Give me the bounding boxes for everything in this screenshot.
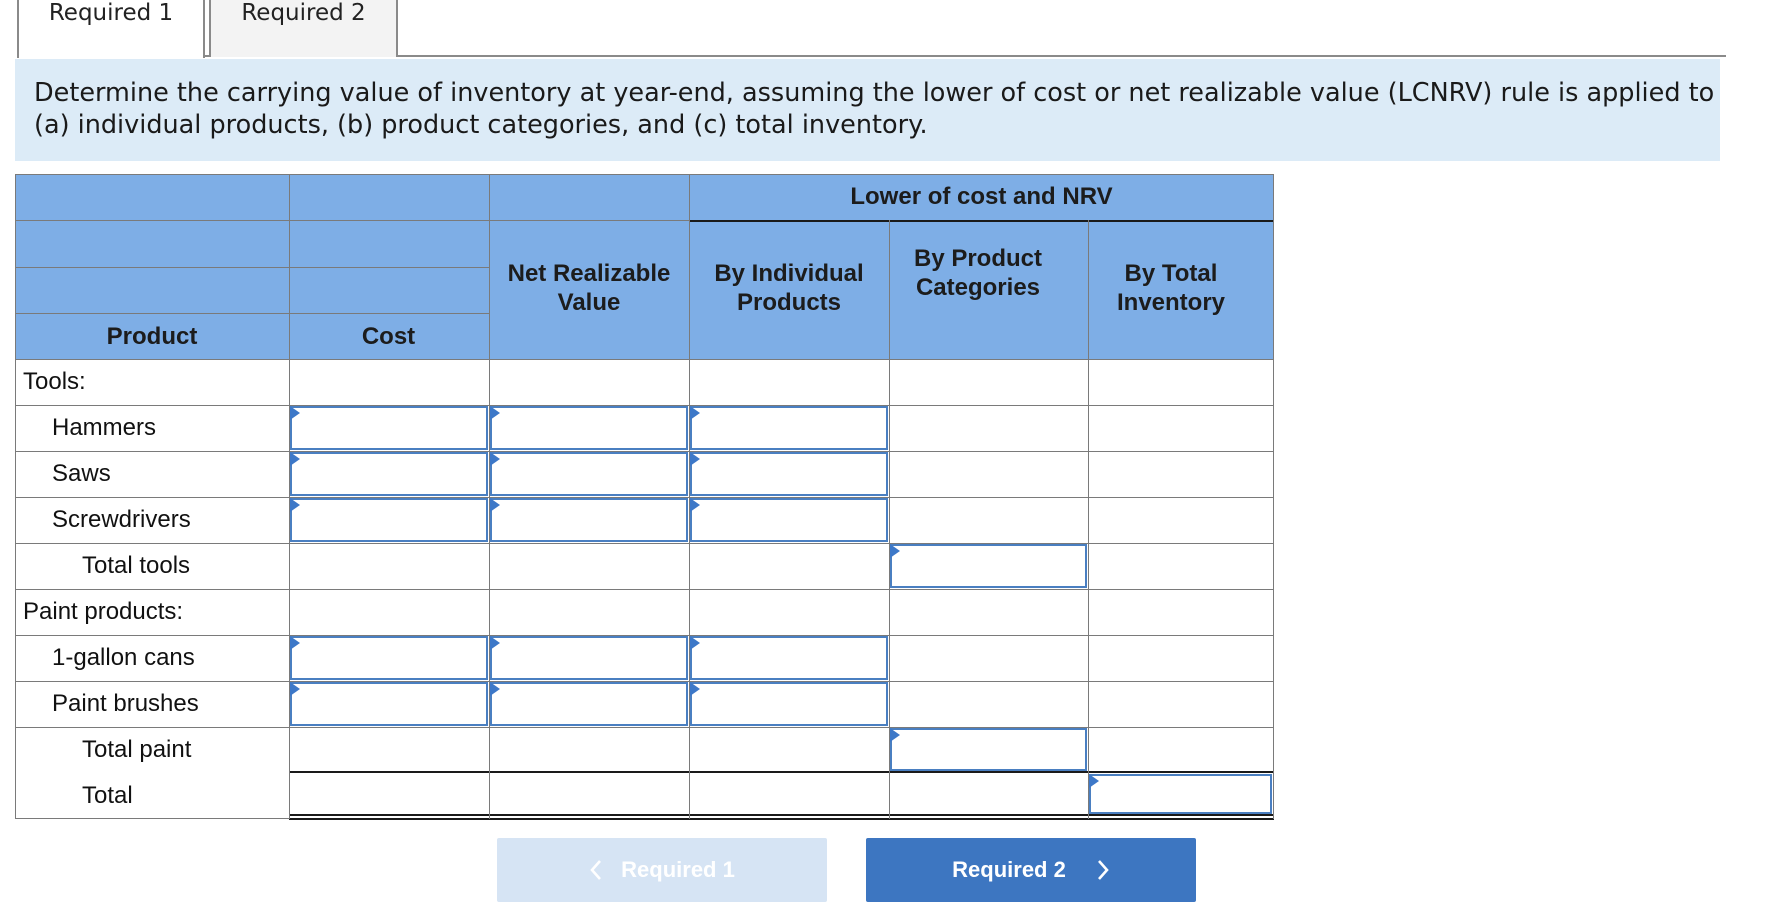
header-cost: Cost bbox=[361, 323, 416, 350]
prev-button-label: Required 1 bbox=[621, 857, 735, 882]
row-label-hammers: Hammers bbox=[52, 414, 157, 441]
tab-required-1[interactable]: Required 1 bbox=[17, 0, 205, 58]
grid-line bbox=[15, 727, 1274, 728]
grid-line bbox=[15, 359, 1274, 360]
row-label-saws: Saws bbox=[52, 460, 111, 487]
gallon-cans-cost-input[interactable] bbox=[290, 636, 488, 680]
tab-required-1-label: Required 1 bbox=[48, 0, 174, 26]
tab-bar-divider bbox=[17, 55, 1726, 57]
paint-brushes-nrv-input[interactable] bbox=[490, 682, 688, 726]
tab-bar: Required 1 Required 2 bbox=[17, 0, 1726, 58]
tab-required-2[interactable]: Required 2 bbox=[209, 0, 398, 57]
grid-line bbox=[15, 818, 289, 819]
header-by-product-categories: By Product Categories bbox=[913, 245, 1042, 301]
grid-line bbox=[489, 174, 490, 819]
inventory-table: Lower of cost and NRV Product Cost Net R… bbox=[15, 174, 1274, 820]
hammers-nrv-input[interactable] bbox=[490, 406, 688, 450]
table-header bbox=[15, 174, 1274, 359]
grid-line bbox=[689, 174, 690, 819]
total-inventory-input[interactable] bbox=[1089, 774, 1272, 814]
saws-cost-input[interactable] bbox=[290, 452, 488, 496]
gallon-cans-nrv-input[interactable] bbox=[490, 636, 688, 680]
row-label-paint-brushes: Paint brushes bbox=[52, 690, 199, 717]
header-lower-of-cost-nrv: Lower of cost and NRV bbox=[850, 183, 1113, 210]
grid-line bbox=[15, 497, 1274, 498]
grid-line bbox=[1273, 174, 1274, 819]
grid-line bbox=[15, 635, 1274, 636]
chevron-right-icon bbox=[1096, 859, 1110, 881]
total-paint-categories-input[interactable] bbox=[890, 728, 1087, 771]
grid-line bbox=[15, 589, 1274, 590]
next-required-2-button[interactable]: Required 2 bbox=[866, 838, 1196, 902]
screwdrivers-nrv-input[interactable] bbox=[490, 498, 688, 542]
row-label-screwdrivers: Screwdrivers bbox=[52, 506, 191, 533]
row-label-paint-products: Paint products: bbox=[23, 598, 184, 625]
saws-nrv-input[interactable] bbox=[490, 452, 688, 496]
hammers-cost-input[interactable] bbox=[290, 406, 488, 450]
grid-line bbox=[1088, 220, 1089, 819]
chevron-left-icon bbox=[589, 859, 603, 881]
grid-line bbox=[289, 818, 1274, 820]
screwdrivers-cost-input[interactable] bbox=[290, 498, 488, 542]
gallon-cans-individual-input[interactable] bbox=[690, 636, 888, 680]
saws-individual-input[interactable] bbox=[690, 452, 888, 496]
row-label-1-gallon-cans: 1-gallon cans bbox=[52, 644, 195, 671]
screwdrivers-individual-input[interactable] bbox=[690, 498, 888, 542]
grid-line bbox=[15, 451, 1274, 452]
row-label-total: Total bbox=[82, 782, 133, 809]
row-label-total-tools: Total tools bbox=[82, 552, 191, 579]
grid-line bbox=[15, 681, 1274, 682]
paint-brushes-individual-input[interactable] bbox=[690, 682, 888, 726]
header-by-individual-products: By Individual Products bbox=[714, 260, 864, 316]
grid-line bbox=[15, 220, 689, 221]
grid-line bbox=[289, 174, 290, 819]
grid-line bbox=[289, 814, 1274, 816]
paint-brushes-cost-input[interactable] bbox=[290, 682, 488, 726]
grid-line bbox=[689, 220, 1274, 222]
grid-line bbox=[15, 174, 16, 819]
instructions-panel: Determine the carrying value of inventor… bbox=[15, 59, 1720, 161]
tab-required-2-label: Required 2 bbox=[241, 0, 366, 26]
prev-required-1-button[interactable]: Required 1 bbox=[497, 838, 827, 902]
header-net-realizable-value: Net Realizable Value bbox=[507, 260, 671, 316]
header-product: Product bbox=[106, 323, 198, 350]
instructions-text: Determine the carrying value of inventor… bbox=[34, 78, 1715, 140]
grid-line bbox=[889, 220, 890, 819]
total-tools-categories-input[interactable] bbox=[890, 544, 1087, 588]
grid-line bbox=[289, 771, 1274, 773]
row-label-tools: Tools: bbox=[23, 368, 86, 395]
grid-line bbox=[15, 405, 1274, 406]
grid-line bbox=[15, 313, 489, 314]
row-label-total-paint: Total paint bbox=[82, 736, 192, 763]
grid-line bbox=[15, 267, 489, 268]
header-by-total-inventory: By Total Inventory bbox=[1116, 260, 1226, 316]
grid-line bbox=[15, 174, 1274, 175]
grid-line bbox=[15, 543, 1274, 544]
hammers-individual-input[interactable] bbox=[690, 406, 888, 450]
next-button-label: Required 2 bbox=[952, 857, 1066, 882]
